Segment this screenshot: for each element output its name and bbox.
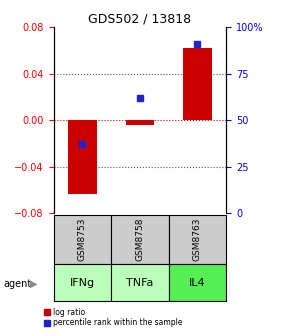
Bar (169, 264, 226, 301)
Bar (183, 48, 212, 120)
Bar (111, 215, 169, 264)
Text: GSM8758: GSM8758 (135, 218, 144, 261)
Bar (126, 120, 154, 125)
Text: IL4: IL4 (189, 278, 206, 288)
Bar (111, 264, 169, 301)
Text: TNFa: TNFa (126, 278, 154, 288)
Title: GDS502 / 13818: GDS502 / 13818 (88, 13, 191, 26)
Text: GSM8753: GSM8753 (78, 218, 87, 261)
Legend: log ratio, percentile rank within the sample: log ratio, percentile rank within the sa… (44, 308, 182, 327)
Bar (68, 120, 97, 194)
Bar (169, 215, 226, 264)
Bar (54, 215, 111, 264)
Text: ▶: ▶ (30, 279, 38, 289)
Text: agent: agent (3, 279, 31, 289)
Bar (54, 264, 111, 301)
Text: IFNg: IFNg (70, 278, 95, 288)
Text: GSM8763: GSM8763 (193, 218, 202, 261)
